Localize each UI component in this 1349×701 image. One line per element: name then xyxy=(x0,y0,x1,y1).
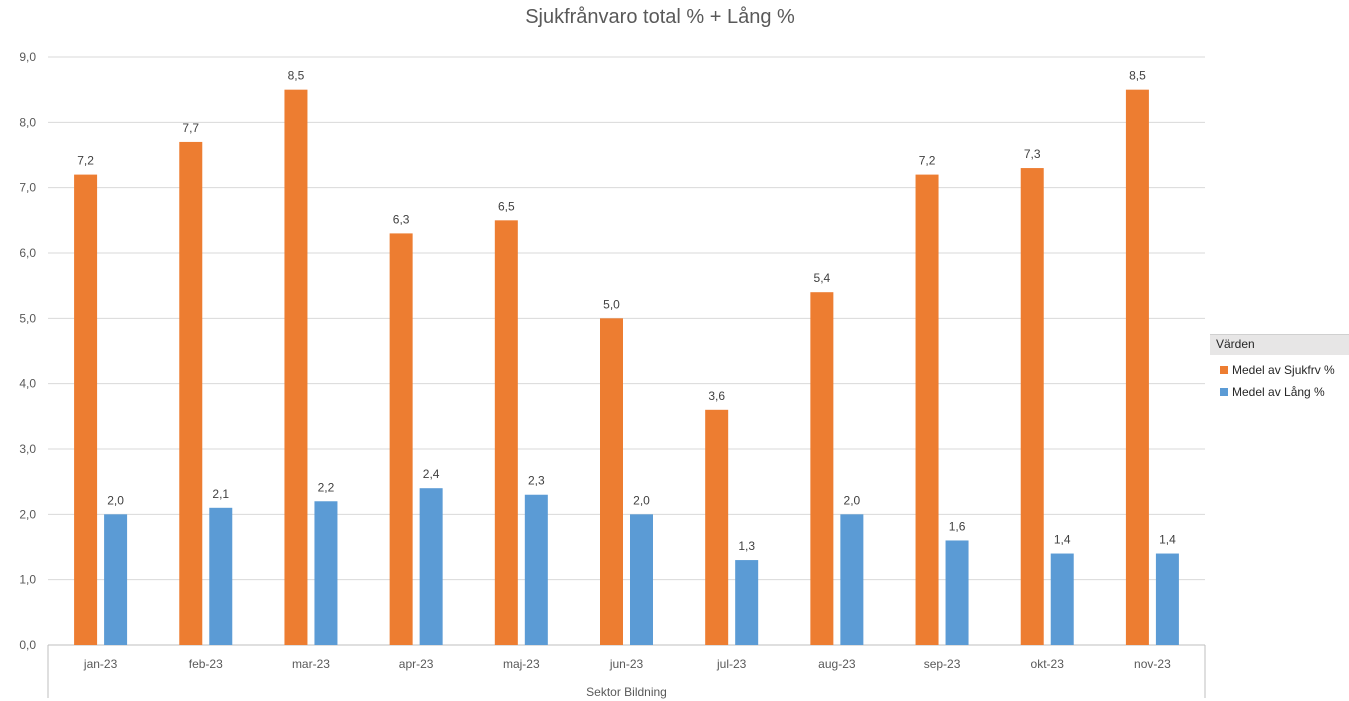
data-label: 2,3 xyxy=(528,474,545,488)
y-tick-label: 0,0 xyxy=(19,638,36,652)
x-tick-label: aug-23 xyxy=(818,657,856,671)
x-tick-label: apr-23 xyxy=(399,657,434,671)
legend-title[interactable]: Värden xyxy=(1210,334,1349,355)
bar-sjukfrv xyxy=(1020,168,1044,646)
data-label: 6,3 xyxy=(393,212,410,226)
bar-lang xyxy=(314,501,338,645)
data-label: 1,4 xyxy=(1159,533,1176,547)
y-tick-label: 5,0 xyxy=(19,311,36,325)
bar-sjukfrv xyxy=(705,409,729,645)
legend-label-lang: Medel av Lång % xyxy=(1232,385,1325,399)
x-tick-label: mar-23 xyxy=(292,657,330,671)
bar-sjukfrv xyxy=(810,292,834,645)
data-label: 1,6 xyxy=(949,519,966,533)
data-label: 7,3 xyxy=(1024,147,1041,161)
y-tick-label: 3,0 xyxy=(19,442,36,456)
bar-lang xyxy=(1155,553,1179,645)
data-label: 8,5 xyxy=(288,69,305,83)
data-label: 1,3 xyxy=(738,539,755,553)
x-tick-label: nov-23 xyxy=(1134,657,1171,671)
data-label: 2,0 xyxy=(633,493,650,507)
data-label: 2,4 xyxy=(423,467,440,481)
bar-lang xyxy=(209,507,233,645)
data-label: 5,0 xyxy=(603,297,620,311)
bar-lang xyxy=(1050,553,1074,645)
data-label: 5,4 xyxy=(814,271,831,285)
legend-item-sjukfrv[interactable]: Medel av Sjukfrv % xyxy=(1210,363,1349,377)
data-label: 7,2 xyxy=(77,154,94,168)
bar-lang xyxy=(945,540,969,645)
bar-lang xyxy=(840,514,864,645)
data-label: 2,1 xyxy=(212,487,229,501)
legend-item-lang[interactable]: Medel av Lång % xyxy=(1210,385,1349,399)
data-label: 1,4 xyxy=(1054,533,1071,547)
x-axis-title: Sektor Bildning xyxy=(586,685,667,699)
x-tick-label: jan-23 xyxy=(83,657,118,671)
bar-sjukfrv xyxy=(915,174,939,645)
data-label: 2,0 xyxy=(107,493,124,507)
bar-lang xyxy=(419,488,443,645)
legend-swatch-orange xyxy=(1220,366,1228,374)
x-tick-label: feb-23 xyxy=(189,657,223,671)
data-label: 7,7 xyxy=(182,121,199,135)
bar-lang xyxy=(735,560,759,645)
bar-sjukfrv xyxy=(74,174,98,645)
legend: Värden Medel av Sjukfrv % Medel av Lång … xyxy=(1210,334,1349,399)
bar-sjukfrv xyxy=(600,318,623,645)
x-tick-label: jun-23 xyxy=(609,657,644,671)
data-label: 2,0 xyxy=(844,493,861,507)
y-tick-label: 2,0 xyxy=(19,507,36,521)
x-tick-label: jul-23 xyxy=(716,657,747,671)
y-tick-label: 6,0 xyxy=(19,246,36,260)
bar-lang xyxy=(524,494,548,645)
y-tick-label: 7,0 xyxy=(19,181,36,195)
legend-swatch-blue xyxy=(1220,388,1228,396)
y-tick-label: 8,0 xyxy=(19,115,36,129)
bar-sjukfrv xyxy=(389,233,413,645)
data-label: 6,5 xyxy=(498,199,515,213)
x-tick-label: sep-23 xyxy=(924,657,961,671)
x-tick-label: okt-23 xyxy=(1031,657,1065,671)
data-label: 7,2 xyxy=(919,154,936,168)
data-label: 8,5 xyxy=(1129,69,1146,83)
data-label: 2,2 xyxy=(318,480,335,494)
bar-sjukfrv xyxy=(284,89,308,645)
bar-lang xyxy=(104,514,128,645)
y-tick-label: 1,0 xyxy=(19,573,36,587)
legend-label-sjukfrv: Medel av Sjukfrv % xyxy=(1232,363,1335,377)
chart-title: Sjukfrånvaro total % + Lång % xyxy=(525,6,795,28)
bar-sjukfrv xyxy=(1125,89,1149,645)
x-tick-label: maj-23 xyxy=(503,657,540,671)
y-tick-label: 9,0 xyxy=(19,50,36,64)
data-label: 3,6 xyxy=(708,389,725,403)
bar-lang xyxy=(630,514,653,645)
bar-sjukfrv xyxy=(494,220,518,646)
bar-sjukfrv xyxy=(179,141,203,645)
y-tick-label: 4,0 xyxy=(19,377,36,391)
